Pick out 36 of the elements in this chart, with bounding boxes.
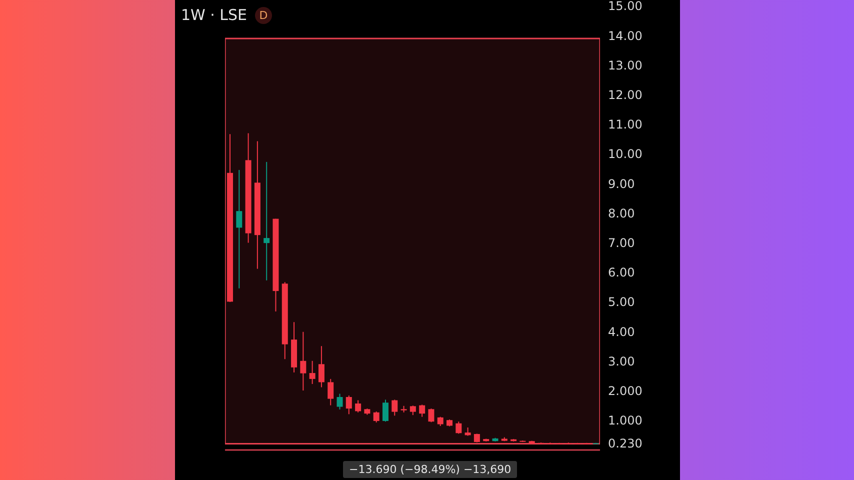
- candlestick: [318, 346, 324, 388]
- y-tick-label: 15.00: [608, 0, 642, 14]
- text: −13.690 (−98.49%) −13,690: [343, 461, 518, 478]
- candlestick: [355, 400, 362, 413]
- candlestick: [300, 331, 306, 391]
- y-tick-label: 5.00: [608, 295, 635, 310]
- candlestick: [410, 405, 416, 416]
- candlestick: [336, 393, 343, 410]
- candlestick: [382, 399, 388, 422]
- y-tick-label: 8.00: [608, 206, 635, 220]
- y-tick-label: 11.00: [608, 118, 642, 132]
- y-tick-label: 2.000: [608, 384, 642, 398]
- y-tick-label: 13.00: [608, 58, 642, 72]
- letter-badge-icon: D: [255, 6, 272, 24]
- chart-title: 1W · LSE: [181, 6, 248, 24]
- candlestick: [419, 404, 426, 418]
- y-tick-label: 10.00: [608, 147, 642, 162]
- candlestick: [373, 411, 380, 423]
- candlestick: [309, 360, 316, 384]
- y-tick-label: 3.00: [608, 354, 635, 368]
- candlestick: [346, 395, 352, 415]
- y-tick-label: 9.00: [608, 176, 635, 191]
- candlestick: [264, 161, 270, 281]
- y-tick-label: 14.00: [608, 28, 642, 43]
- y-tick-label: 4.00: [608, 324, 635, 339]
- y-tick-label: 1.000: [608, 414, 642, 428]
- candlestick: [328, 378, 334, 406]
- y-tick-label: 12.00: [608, 88, 642, 102]
- y-tick-label: 7.00: [608, 236, 635, 250]
- candlestick: [437, 416, 444, 427]
- y-tick-label: 6.00: [608, 266, 635, 280]
- candlestick: [428, 408, 434, 423]
- y-tick-label: 0.230: [608, 436, 642, 450]
- candlestick: [456, 421, 462, 434]
- candlestick: [392, 399, 398, 416]
- candlestick: [236, 169, 242, 289]
